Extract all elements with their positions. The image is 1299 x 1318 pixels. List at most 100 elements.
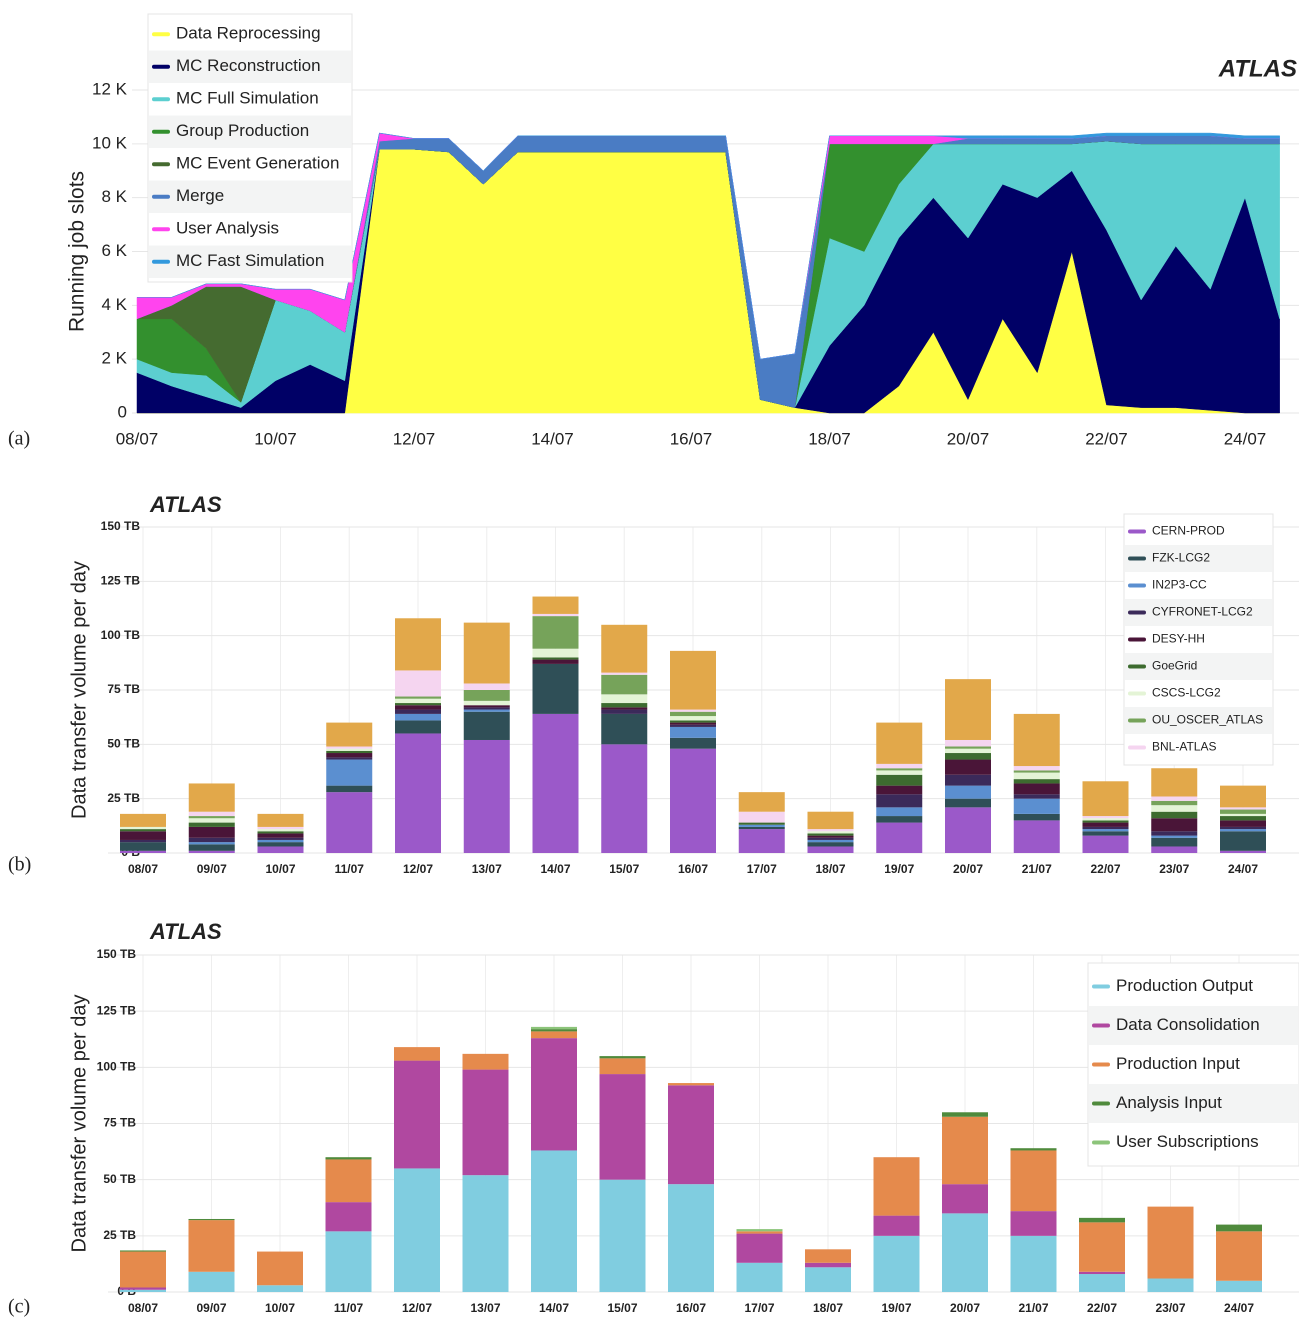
bar-segment xyxy=(326,785,373,793)
x-tick-label: 17/07 xyxy=(744,1301,774,1315)
x-tick-label: 15/07 xyxy=(607,1301,637,1315)
chart-title: ATLAS xyxy=(149,919,222,944)
x-tick-label: 22/07 xyxy=(1087,1301,1117,1315)
x-tick-label: 24/07 xyxy=(1224,429,1267,448)
bar-segment xyxy=(1013,772,1060,780)
bar-segment xyxy=(670,720,716,723)
bar-segment xyxy=(257,839,304,843)
bar-segment xyxy=(668,1184,714,1292)
bar-segment xyxy=(395,698,441,704)
y-axis-label: Data transfer volume per day xyxy=(68,561,90,819)
bar-segment xyxy=(1220,826,1266,830)
x-tick-label: 20/07 xyxy=(947,429,990,448)
bar-segment xyxy=(599,1179,646,1292)
bar-segment xyxy=(670,650,716,710)
x-tick-label: 22/07 xyxy=(1085,429,1128,448)
bar-segment xyxy=(1082,829,1129,832)
bar-segment xyxy=(257,813,304,827)
bar-segment xyxy=(532,659,579,664)
y-tick-label: 25 TB xyxy=(107,791,140,805)
bar-segment xyxy=(1082,822,1129,827)
bar-segment xyxy=(395,733,441,853)
bar-segment xyxy=(532,613,579,617)
legend-row-bg xyxy=(1125,653,1272,680)
y-tick-label: 75 TB xyxy=(103,1116,136,1130)
bar-segment xyxy=(736,1233,783,1263)
bar-segment xyxy=(531,1150,577,1292)
bar-segment xyxy=(1010,1235,1057,1292)
x-tick-label: 16/07 xyxy=(676,1301,706,1315)
bar-segment xyxy=(873,1157,920,1216)
bar-segment xyxy=(120,813,166,827)
bar-segment xyxy=(670,737,716,749)
x-tick-label: 19/07 xyxy=(884,862,914,876)
bar-segment xyxy=(1216,1224,1262,1232)
bar-segment xyxy=(670,724,716,727)
bar-segment xyxy=(738,792,785,812)
bar-segment xyxy=(532,713,579,853)
x-tick-label: 14/07 xyxy=(531,429,574,448)
bar-segment xyxy=(257,831,304,834)
bar-segment xyxy=(942,1184,988,1214)
bar-segment xyxy=(945,739,991,747)
bar-segment xyxy=(601,674,648,695)
bar-segment xyxy=(807,829,854,832)
bar-segment xyxy=(670,716,716,721)
x-tick-label: 11/07 xyxy=(334,1301,364,1315)
legend-label: Data Reprocessing xyxy=(176,24,321,43)
y-tick-label: 4 K xyxy=(101,295,127,314)
bar-segment xyxy=(1220,807,1266,810)
bar-segment xyxy=(1013,770,1060,773)
bar-segment xyxy=(1220,816,1266,821)
bar-segment xyxy=(257,846,304,853)
bar-segment xyxy=(1151,805,1198,812)
chart-title: ATLAS xyxy=(1218,55,1297,82)
bar-segment xyxy=(1010,1211,1057,1236)
bar-segment xyxy=(188,826,235,838)
y-tick-label: 75 TB xyxy=(107,682,140,696)
y-tick-label: 100 TB xyxy=(97,1060,137,1074)
y-tick-label: 150 TB xyxy=(97,947,137,961)
y-axis-label: Data transfer volume per day xyxy=(68,995,90,1253)
bar-segment xyxy=(807,835,854,838)
bar-segment xyxy=(601,694,648,704)
bar-segment xyxy=(257,842,304,847)
bar-segment xyxy=(395,703,441,706)
bar-segment xyxy=(945,679,991,740)
x-tick-label: 24/07 xyxy=(1228,862,1258,876)
bar-segment xyxy=(462,1175,509,1292)
bar-segment xyxy=(1151,818,1198,832)
bar-segment xyxy=(462,1069,509,1176)
x-tick-label: 18/07 xyxy=(815,862,845,876)
bar-segment xyxy=(942,1213,988,1292)
x-tick-label: 22/07 xyxy=(1090,862,1120,876)
bar-segment xyxy=(1220,850,1266,853)
bar-segment xyxy=(188,844,235,851)
bar-segment xyxy=(462,1053,509,1070)
bar-segment xyxy=(601,703,648,708)
bar-segment xyxy=(120,842,166,851)
bar-segment xyxy=(120,839,166,843)
bar-segment xyxy=(738,826,785,830)
bar-segment xyxy=(1010,1148,1057,1151)
bar-segment xyxy=(876,763,923,769)
bar-segment xyxy=(738,829,785,853)
bar-segment xyxy=(1220,831,1266,851)
bar-segment xyxy=(1082,816,1129,819)
bar-segment xyxy=(1013,798,1060,814)
bar-segment xyxy=(326,722,373,747)
bar-segment xyxy=(1151,835,1198,838)
bar-segment xyxy=(1079,1271,1125,1275)
x-tick-label: 14/07 xyxy=(539,1301,569,1315)
bar-segment xyxy=(326,750,373,754)
x-tick-label: 23/07 xyxy=(1159,862,1189,876)
legend-row-bg xyxy=(1089,1006,1298,1045)
bar-segment xyxy=(807,811,854,830)
legend-row-bg xyxy=(1125,599,1272,626)
bar-segment xyxy=(601,713,648,745)
bar-segment xyxy=(532,596,579,614)
bar-segment xyxy=(395,618,441,671)
legend-row-bg xyxy=(149,50,351,83)
bar-segment xyxy=(257,1251,303,1286)
legend-label: CSCS-LCG2 xyxy=(1152,686,1221,700)
